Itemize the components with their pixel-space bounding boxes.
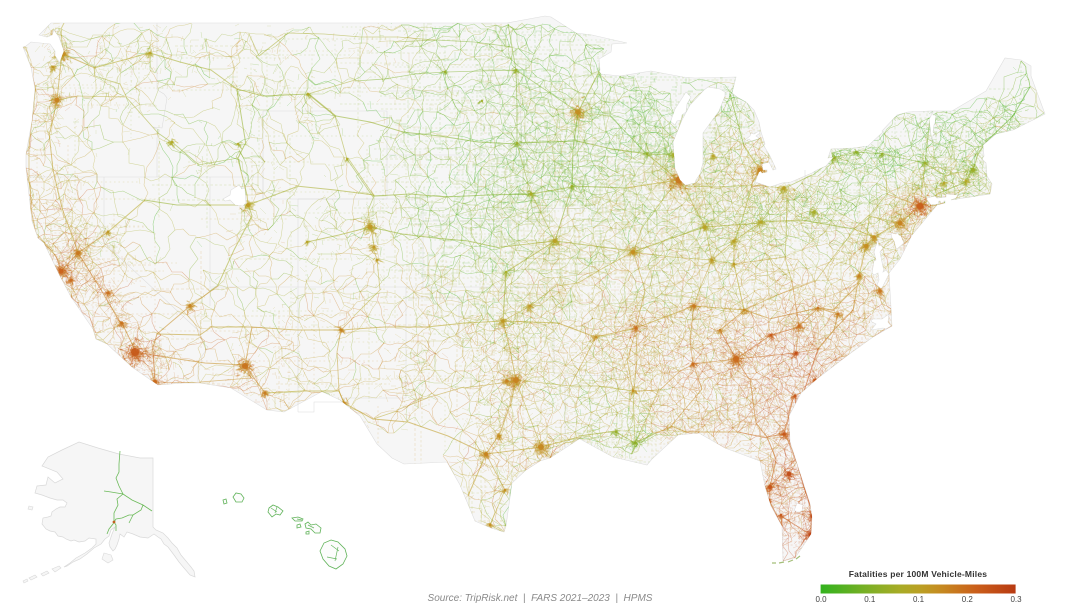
svg-text:0.0: 0.0: [815, 595, 827, 604]
svg-text:0.1: 0.1: [913, 595, 925, 604]
svg-text:0.1: 0.1: [864, 595, 876, 604]
svg-text:Fatalities per 100M Vehicle-Mi: Fatalities per 100M Vehicle-Miles: [849, 569, 987, 579]
svg-text:0.3: 0.3: [1010, 595, 1022, 604]
svg-text:Source: TripRisk.net | FARS: Source: TripRisk.net | FARS 2021–2023 | …: [428, 593, 653, 604]
svg-text:0.2: 0.2: [962, 595, 974, 604]
